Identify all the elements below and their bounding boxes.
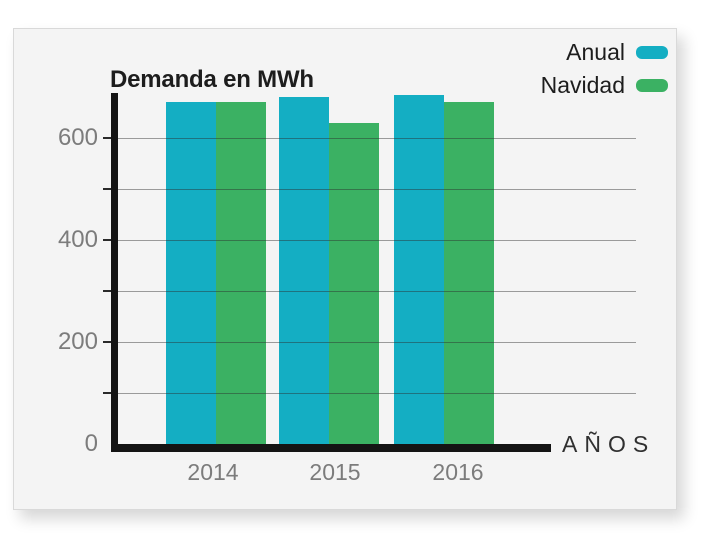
y-tick-label-600: 600 — [57, 124, 98, 151]
legend-item-anual: Anual — [566, 39, 668, 65]
y-axis-tick-100 — [103, 392, 111, 394]
bar-2014-navidad — [216, 102, 266, 444]
y-tick-label-0: 0 — [84, 430, 98, 457]
y-axis-tick-600 — [103, 137, 111, 139]
legend-item-navidad: Navidad — [541, 72, 668, 98]
gridline-400 — [118, 240, 636, 241]
bar-2016-navidad — [444, 102, 494, 444]
x-tick-label-2016: 2016 — [432, 459, 484, 485]
plot-area: AÑOS 0 200 400 600 2014 2015 2016 — [14, 29, 676, 509]
y-axis-tick-400 — [103, 239, 111, 241]
y-axis-line — [111, 93, 118, 452]
legend-label-navidad: Navidad — [540, 72, 625, 98]
chart-title: Demanda en MWh — [110, 66, 314, 93]
legend-swatch-navidad-icon — [636, 78, 668, 92]
x-tick-label-2015: 2015 — [309, 459, 361, 485]
gridline-300 — [118, 291, 636, 292]
y-tick-label-200: 200 — [57, 328, 98, 355]
bar-2014-anual — [166, 102, 216, 444]
gridline-200 — [118, 342, 636, 343]
gridline-600 — [118, 138, 636, 139]
x-tick-label-2014: 2014 — [187, 459, 239, 485]
gridline-500 — [118, 189, 636, 190]
gridline-100 — [118, 393, 636, 394]
bar-2016-anual — [394, 95, 444, 444]
bar-2015-navidad — [329, 123, 379, 444]
y-axis-tick-200 — [103, 341, 111, 343]
legend-label-anual: Anual — [566, 39, 625, 65]
x-axis-line — [111, 444, 551, 452]
bar-2015-anual — [279, 97, 329, 444]
y-tick-label-400: 400 — [57, 226, 98, 253]
x-axis-title: AÑOS — [562, 431, 656, 457]
legend: Anual Navidad — [541, 39, 668, 98]
y-axis-tick-300 — [103, 290, 111, 292]
chart-card: Demanda en MWh Anual Navidad AÑOS 0 200 40… — [13, 28, 677, 510]
y-axis-tick-500 — [103, 188, 111, 190]
legend-swatch-anual-icon — [636, 45, 668, 59]
